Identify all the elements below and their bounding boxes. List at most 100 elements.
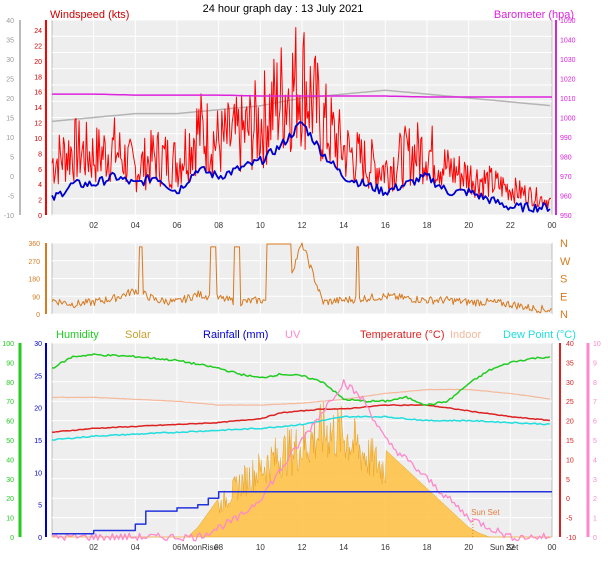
rain-tick: 0 [38,535,42,542]
humidity-tick: 60 [6,419,14,426]
env-xtick: 14 [339,543,348,552]
wind-xtick: 10 [256,221,265,230]
wind-baro-panel: 4035302520151050-5-102422201816141210864… [4,9,576,230]
temp-tick: 20 [566,419,574,426]
temp-tick: 30 [566,380,574,387]
env-legend-item: Rainfall (mm) [203,329,268,341]
dir-right-tick: E [560,291,567,303]
rainfall-series [52,490,552,535]
env-legend-item: Humidity [56,329,99,341]
uv-tick: 6 [593,419,597,426]
wind-left-outer-tick: 25 [6,77,14,84]
wind-xtick: 22 [506,221,515,230]
wind-xtick: 18 [423,221,432,230]
baro-right-tick: 960 [560,194,572,201]
environment-panel: Humidity Solar Rainfall (mm) UV Temperature … [2,329,601,552]
wind-left-outer-tick: -10 [4,213,14,220]
wind-left-inner-tick: 12 [34,121,42,128]
baro-right-tick: 980 [560,155,572,162]
env-legend-item: Solar [125,329,151,341]
wind-left-inner-tick: 24 [34,28,42,35]
env-legend-item: Temperature (°C) [360,329,444,341]
baro-axis-label: Barometer (hpa) [494,9,574,21]
wind-left-inner-tick: 18 [34,74,42,81]
humidity-tick: 100 [2,341,14,348]
rain-tick: 15 [34,438,42,445]
wind-left-outer-tick: 5 [10,155,14,162]
wind-xtick: 12 [298,221,307,230]
uv-tick: 9 [593,360,597,367]
wind-left-inner-tick: 10 [34,136,42,143]
wind-left-outer-tick: 40 [6,18,14,25]
baro-right-tick: 1010 [560,96,576,103]
baro-right-tick: 1000 [560,116,576,123]
env-xtick: 04 [131,543,140,552]
wind-left-outer-tick: -5 [8,194,14,201]
graph-title: 24 hour graph day : 13 July 2021 [203,3,364,15]
humidity-tick: 20 [6,496,14,503]
dir-left-tick: 270 [28,259,40,266]
env-xtick: 20 [464,543,473,552]
wind-average-series [51,121,551,213]
wind-left-outer-tick: 30 [6,57,14,64]
wind-left-inner-tick: 6 [38,167,42,174]
env-xtick: 18 [423,543,432,552]
wind-direction-series [51,242,553,314]
env-legend-item: Indoor [450,329,482,341]
uv-series [51,379,550,542]
wind-xtick: 08 [214,221,223,230]
baro-right-tick: 990 [560,135,572,142]
wind-left-inner-tick: 16 [34,90,42,97]
rain-tick: 10 [34,470,42,477]
indoor-temp-series [52,388,551,406]
baro-gray-series [51,89,550,123]
wind-xtick: 04 [131,221,140,230]
wind-xtick: 14 [339,221,348,230]
wind-xtick: 16 [381,221,390,230]
uv-tick: 4 [593,457,597,464]
sunset-annotation-axis: Sun Set [490,543,519,552]
env-legend-item: UV [285,329,301,341]
humidity-tick: 80 [6,380,14,387]
temp-tick: -10 [566,535,576,542]
dir-left-tick: 180 [28,277,40,284]
env-xtick: 02 [89,543,98,552]
baro-right-tick: 1020 [560,77,576,84]
env-xtick: 12 [298,543,307,552]
wind-xtick: 06 [173,221,182,230]
sunset-annotation: Sun Set [471,508,500,517]
uv-tick: 0 [593,535,597,542]
uv-tick: 1 [593,516,597,523]
env-xtick: 22 [506,543,515,552]
moonrise-annotation: MoonRise [182,543,219,552]
baro-right-tick: 1040 [560,38,576,45]
wind-axis-label: Windspeed (kts) [50,9,129,21]
env-legend-item: Dew Point (°C) [503,329,576,341]
humidity-tick: 50 [6,438,14,445]
humidity-tick: 70 [6,399,14,406]
humidity-tick: 90 [6,360,14,367]
temp-tick: 5 [566,477,570,484]
wind-left-outer-tick: 35 [6,38,14,45]
dir-right-tick: N [560,309,568,321]
humidity-tick: 40 [6,457,14,464]
uv-tick: 7 [593,399,597,406]
uv-tick: 8 [593,380,597,387]
uv-tick: 10 [593,341,601,348]
dir-right-tick: N [560,238,568,250]
rain-tick: 30 [34,341,42,348]
temp-tick: 10 [566,457,574,464]
wind-left-inner-tick: 14 [34,105,42,112]
wind-left-outer-tick: 20 [6,96,14,103]
rain-tick: 5 [38,503,42,510]
uv-tick: 2 [593,496,597,503]
dir-left-tick: 90 [32,294,40,301]
rain-tick: 25 [34,373,42,380]
env-xtick: 06 [173,543,182,552]
temp-tick: 35 [566,360,574,367]
baro-right-tick: 950 [560,213,572,220]
temp-tick: 25 [566,399,574,406]
wind-left-inner-tick: 0 [38,213,42,220]
dir-right-tick: S [560,274,567,286]
